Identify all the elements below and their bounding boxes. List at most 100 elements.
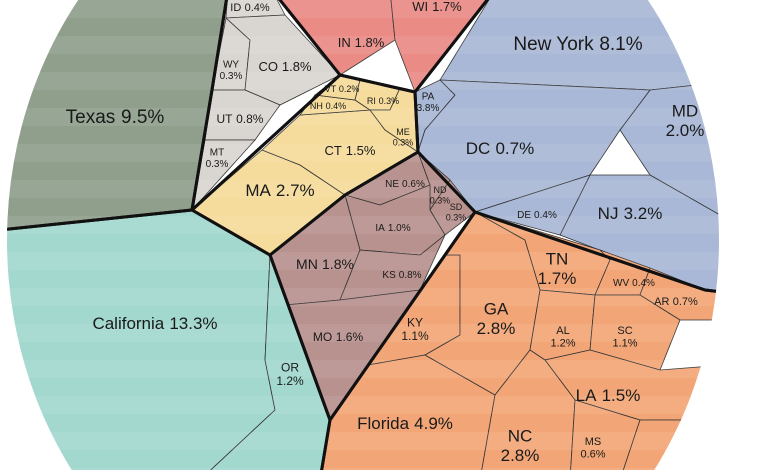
- cell-name: Texas: [66, 107, 116, 128]
- cell-name: UT: [217, 112, 234, 126]
- cell-label: California 13.3%: [92, 314, 217, 333]
- cell-label: KS 0.8%: [382, 270, 421, 281]
- cell: [473, 174, 591, 236]
- cell-label: CT 1.5%: [325, 143, 376, 158]
- flag-stripe: [7, 324, 719, 342]
- cell-name: Florida: [357, 414, 410, 433]
- cell-name: ID: [230, 2, 241, 14]
- cell: [589, 294, 681, 371]
- cell-label: RI 0.3%: [367, 96, 399, 106]
- cell-value: 0.7%: [495, 139, 534, 158]
- flag-stripe: [7, 36, 719, 54]
- cell-label: Florida 4.9%: [357, 414, 453, 433]
- cell-label: MO 1.6%: [313, 330, 364, 344]
- cell-value: 0.4%: [245, 2, 270, 14]
- flag-stripe: [7, 252, 719, 270]
- cell-label: ME 0.3%: [393, 127, 414, 147]
- cell-value: 3.2%: [624, 204, 663, 223]
- cell-name: MA: [245, 181, 271, 200]
- cell-name: SC: [617, 325, 632, 337]
- cell-name: WY: [223, 59, 239, 70]
- cell-label: MN 1.8%: [296, 256, 354, 272]
- cell-name: KY: [407, 316, 423, 330]
- cell-value: 0.3%: [206, 159, 229, 170]
- cell-name: WI: [412, 0, 428, 14]
- flag-stripe: [7, 360, 719, 378]
- flag-stripe: [7, 144, 719, 162]
- labels: Texas 9.5%ID 0.4%WY 0.3%CO 1.8%UT 0.8%MT 0.3%I…: [66, 0, 705, 466]
- cell-value: 0.3%: [446, 213, 467, 223]
- cell: [339, 234, 446, 301]
- cell-name: OR: [281, 361, 299, 375]
- cell-value: 0.3%: [379, 96, 400, 106]
- cell-label: WY 0.3%: [220, 59, 243, 82]
- cell-name: NC: [508, 427, 533, 446]
- cell-label: ID 0.4%: [230, 2, 270, 14]
- cell-value: 2.0%: [666, 122, 705, 141]
- cell-value: 4.9%: [414, 414, 453, 433]
- cell-label: DE 0.4%: [517, 210, 557, 221]
- cell-label: UT 0.8%: [217, 112, 264, 126]
- cell-name: MN: [296, 256, 318, 272]
- flag-stripe: [7, 432, 719, 450]
- cell-value: 0.3%: [393, 138, 414, 148]
- cell-name: KS: [382, 270, 396, 281]
- cell-name: IA: [375, 223, 385, 234]
- cell-name: NJ: [598, 204, 619, 223]
- cell-label: PA 3.8%: [417, 91, 440, 114]
- cell-label: WV 0.4%: [613, 278, 655, 289]
- flag-stripe: [7, 468, 719, 470]
- cell-label: SC 1.1%: [612, 325, 637, 350]
- cell-value: 0.3%: [220, 71, 243, 82]
- flag-stripe: [7, 108, 719, 126]
- cell-label: IN 1.8%: [338, 35, 385, 50]
- cell-name: RI: [367, 96, 376, 106]
- cell-name: ME: [396, 127, 410, 137]
- cell: [559, 174, 719, 301]
- cell-value: 8.1%: [599, 34, 642, 55]
- cell-value: 1.7%: [538, 270, 577, 289]
- cell-value: 1.2%: [276, 374, 304, 388]
- cell-label: AR 0.7%: [654, 296, 698, 308]
- cell-label: NC 2.8%: [501, 427, 540, 466]
- cell-name: WV: [613, 278, 629, 289]
- cell-name: VT: [325, 84, 337, 94]
- cell-label: AL 1.2%: [550, 325, 575, 350]
- cell-name: AR: [654, 296, 669, 308]
- cell-label: New York 8.1%: [513, 34, 642, 55]
- cell-name: CT: [325, 143, 342, 158]
- flag-stripe: [7, 0, 719, 18]
- group-outline: [318, 210, 719, 470]
- cell-value: 0.7%: [673, 296, 698, 308]
- cell-label: DC 0.7%: [466, 139, 534, 158]
- cell-name: MS: [585, 436, 602, 448]
- cell-name: TN: [546, 250, 569, 269]
- cell-value: 0.2%: [339, 84, 360, 94]
- cell-label: MS 0.6%: [580, 436, 605, 461]
- flag-stripe: [7, 396, 719, 414]
- cell-value: 1.5%: [602, 386, 641, 405]
- cell-label: CO 1.8%: [258, 59, 311, 74]
- cell-label: KY 1.1%: [401, 316, 429, 344]
- cell-value: 1.8%: [322, 256, 354, 272]
- cell-label: LA 1.5%: [576, 386, 641, 405]
- flag-stripe: [7, 216, 719, 234]
- cell-name: AL: [556, 325, 569, 337]
- cell-name: DC: [466, 139, 491, 158]
- cell-name: New York: [513, 34, 594, 55]
- cell-name: MD: [672, 102, 698, 121]
- cell-name: NE: [385, 179, 399, 190]
- cell-value: 1.1%: [401, 329, 429, 343]
- cell-name: MT: [210, 147, 224, 158]
- cell-name: PA: [422, 91, 435, 102]
- cell: [569, 399, 641, 470]
- cell-name: IN: [338, 35, 351, 50]
- cell-label: WI 1.7%: [412, 0, 462, 14]
- cell-name: ND: [434, 185, 447, 195]
- cell-name: MO: [313, 330, 332, 344]
- cell-label: Texas 9.5%: [66, 107, 165, 128]
- cell-value: 2.7%: [276, 181, 315, 200]
